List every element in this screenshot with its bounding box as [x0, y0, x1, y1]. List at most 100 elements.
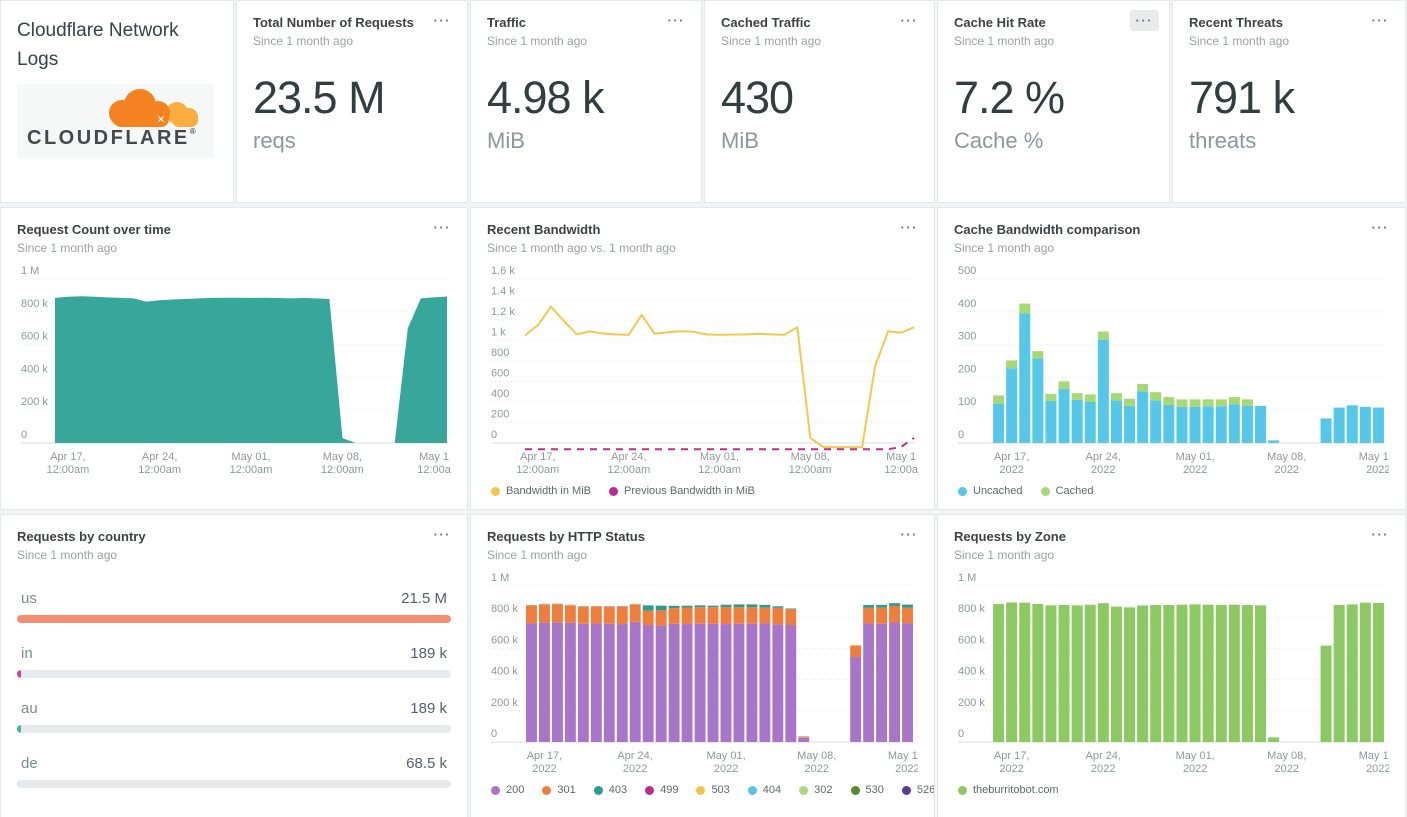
panel-requests-by-country: Requests by country Since 1 month ago ··…	[0, 514, 468, 817]
legend-item[interactable]: 301	[542, 784, 576, 796]
country-row: us 21.5 M	[17, 590, 451, 624]
legend-item[interactable]: 499	[645, 784, 678, 796]
panel-title: Requests by country	[17, 529, 146, 544]
legend-color-dot	[645, 785, 655, 795]
legend-label: 503	[711, 784, 730, 797]
panel-menu-icon[interactable]: ···	[900, 527, 918, 542]
svg-text:May 08,: May 08,	[323, 451, 362, 463]
legend-label: 200	[506, 784, 525, 797]
svg-text:12:00am: 12:00am	[47, 464, 90, 476]
panel-menu-icon[interactable]: ···	[433, 527, 451, 542]
stat-card-cache-hit-rate: Cache Hit Rate Since 1 month ago ··· 7.2…	[937, 0, 1170, 203]
legend-item[interactable]: 403	[593, 784, 628, 797]
svg-text:1.4 k: 1.4 k	[491, 286, 515, 298]
legend-item[interactable]: 302	[799, 784, 833, 796]
panel-menu-icon[interactable]: ···	[667, 13, 685, 28]
legend-item[interactable]: theburritobot.com	[958, 784, 1059, 796]
cloudflare-cloud-icon	[109, 89, 198, 127]
panel-menu-icon[interactable]: ···	[1371, 220, 1389, 235]
country-label: de	[21, 755, 38, 773]
cloudflare-logo: CLOUDFLARE®	[17, 84, 214, 158]
legend-item[interactable]: 530	[850, 784, 884, 796]
legend-label: 526	[916, 784, 935, 797]
svg-text:Apr 17,: Apr 17,	[994, 451, 1029, 463]
country-value: 68.5 k	[406, 755, 447, 773]
stat-unit: reqs	[253, 127, 296, 153]
stat-title: Cached Traffic	[721, 15, 811, 30]
request-count-chart[interactable]: 1 M 800 k 600 k 400 k 200 k 0 Apr 17, 12:00am Ap…	[17, 265, 451, 483]
svg-text:2022: 2022	[1183, 763, 1207, 775]
legend-item[interactable]: 503	[696, 784, 730, 797]
cloudflare-wordmark: CLOUDFLARE®	[27, 127, 199, 149]
panel-menu-icon[interactable]: ···	[1371, 527, 1389, 542]
legend-label: Uncached	[973, 485, 1023, 498]
legend-item[interactable]: Uncached	[958, 485, 1023, 497]
svg-text:2022: 2022	[1275, 464, 1299, 476]
panel-menu-icon[interactable]: ···	[433, 13, 451, 28]
svg-text:800 k: 800 k	[21, 298, 48, 310]
svg-text:500: 500	[958, 265, 976, 277]
panel-menu-icon[interactable]: ···	[900, 220, 918, 235]
svg-text:200 k: 200 k	[958, 697, 985, 709]
svg-text:May 08,: May 08,	[797, 750, 836, 762]
svg-text:1 M: 1 M	[21, 265, 39, 277]
svg-text:0: 0	[491, 429, 497, 441]
svg-text:2022: 2022	[714, 763, 738, 775]
country-row: in 189 k	[17, 645, 451, 679]
svg-text:12:00am: 12:00am	[138, 464, 181, 476]
chart-legend: theburritobot.com	[954, 784, 1389, 796]
legend-item[interactable]: Cached	[1040, 485, 1093, 497]
legend-color-dot	[593, 785, 603, 795]
legend-color-dot	[696, 785, 706, 795]
country-value: 21.5 M	[401, 590, 447, 608]
legend-label: Bandwidth in MiB	[506, 485, 591, 498]
legend-color-dot	[901, 785, 911, 795]
panel-menu-icon[interactable]: ···	[1371, 13, 1389, 28]
cache-bandwidth-chart[interactable]: 500 400 300 200 100 0 Apr 17, 2022 Apr 24, 2022 Ma…	[954, 265, 1389, 483]
country-bar-track	[17, 725, 451, 734]
svg-text:May 01,: May 01,	[1176, 750, 1215, 762]
svg-text:1 M: 1 M	[958, 572, 976, 584]
svg-text:Apr 24,: Apr 24,	[1085, 750, 1120, 762]
stat-subtitle: Since 1 month ago	[1189, 34, 1290, 49]
svg-text:1.2 k: 1.2 k	[491, 306, 515, 318]
legend-label: Previous Bandwidth in MiB	[624, 485, 755, 498]
svg-text:800 k: 800 k	[491, 603, 518, 615]
stat-card-recent-threats: Recent Threats Since 1 month ago ··· 791…	[1172, 0, 1406, 203]
svg-text:800 k: 800 k	[958, 603, 985, 615]
legend-item[interactable]: 200	[491, 784, 524, 796]
svg-text:2022: 2022	[623, 763, 647, 775]
svg-text:400 k: 400 k	[958, 666, 985, 678]
legend-item[interactable]: Previous Bandwidth in MiB	[609, 485, 755, 497]
panel-menu-icon[interactable]: ···	[1129, 10, 1159, 31]
chart-legend: Bandwidth in MiB Previous Bandwidth in Mi…	[487, 485, 918, 497]
legend-label: 404	[762, 784, 782, 797]
stat-unit: MiB	[721, 127, 759, 153]
chart-legend: 200301403499503404302530526524	[487, 784, 934, 797]
svg-text:May 1: May 1	[419, 451, 449, 463]
svg-text:May 08,: May 08,	[1267, 451, 1306, 463]
svg-text:2022: 2022	[895, 763, 918, 775]
svg-text:200: 200	[958, 364, 976, 376]
stat-value: 4.98 k	[487, 72, 605, 124]
panel-menu-icon[interactable]: ···	[433, 220, 451, 235]
stat-value: 23.5 M	[253, 72, 386, 124]
svg-text:600: 600	[491, 368, 509, 380]
panel-subtitle: Since 1 month ago	[17, 241, 118, 256]
legend-label: 499	[660, 784, 679, 797]
legend-item[interactable]: 404	[747, 784, 782, 797]
panel-subtitle: Since 1 month ago	[954, 241, 1055, 256]
panel-menu-icon[interactable]: ···	[900, 13, 918, 28]
svg-text:1 M: 1 M	[491, 572, 509, 584]
svg-text:Apr 17,: Apr 17,	[520, 451, 555, 463]
stat-unit: Cache %	[954, 127, 1044, 153]
legend-item[interactable]: Bandwidth in MiB	[491, 485, 591, 497]
country-label: au	[21, 700, 38, 718]
http-status-chart[interactable]: 1 M 800 k 600 k 400 k 200 k 0 Apr 17, 2022 Apr 2…	[487, 572, 918, 782]
requests-by-zone-chart[interactable]: 1 M 800 k 600 k 400 k 200 k 0 Apr 17, 2022 Apr 2…	[954, 572, 1389, 782]
legend-item[interactable]: 526	[901, 784, 935, 797]
svg-text:12:00am: 12:00am	[230, 464, 273, 476]
svg-text:2022: 2022	[1091, 763, 1115, 775]
legend-label: 403	[608, 784, 628, 797]
